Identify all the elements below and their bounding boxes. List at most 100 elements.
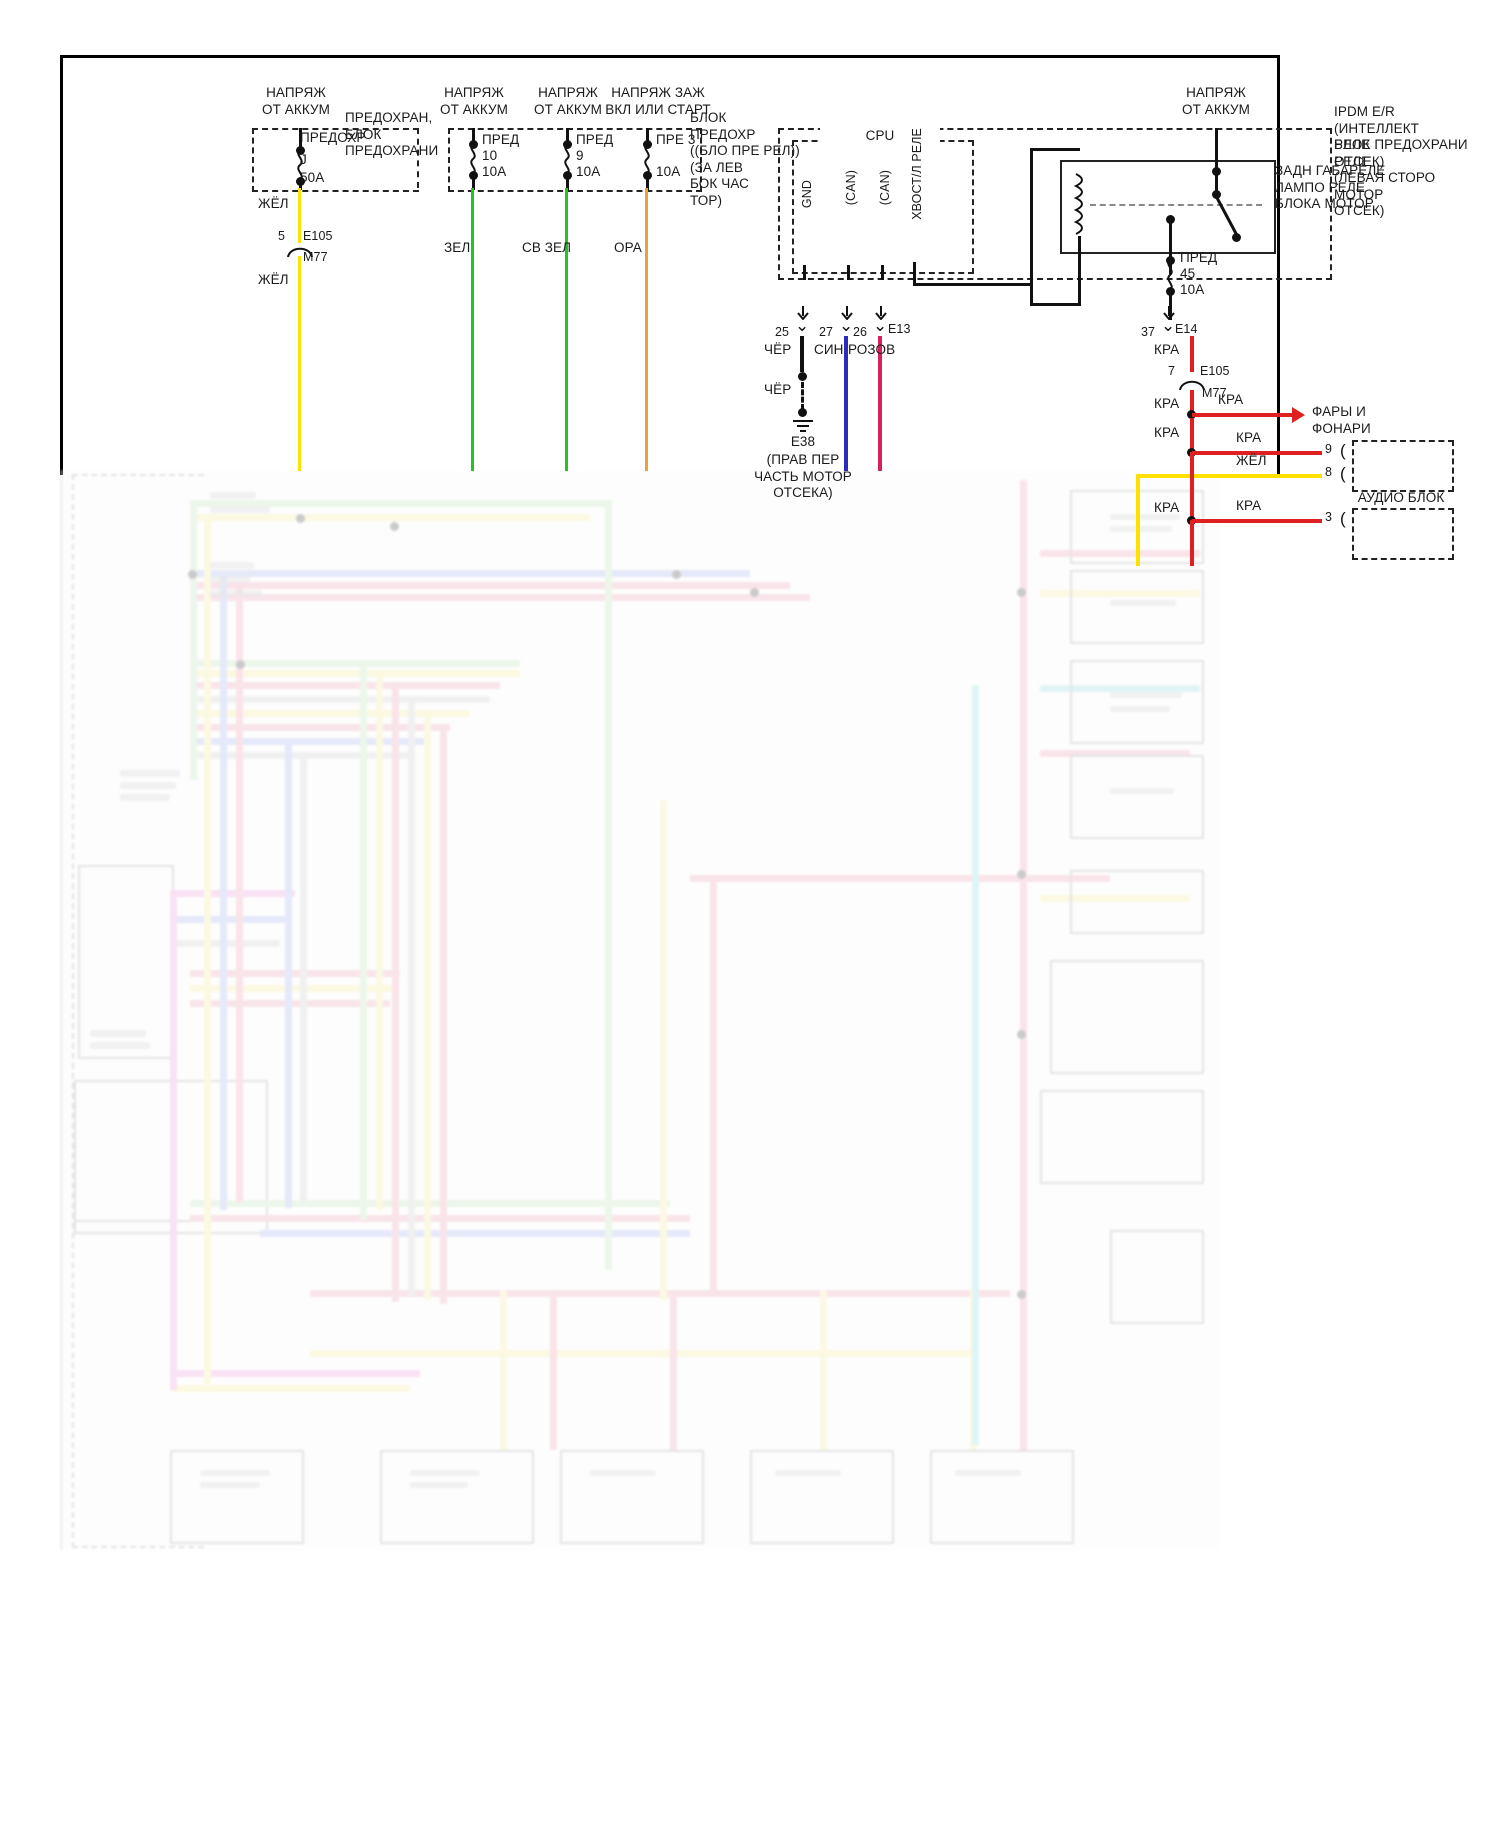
wire-cpu-gnd bbox=[803, 265, 806, 280]
wire-fuse-j-top bbox=[299, 128, 302, 150]
splice-connector-e105: E105 bbox=[303, 229, 333, 243]
frame-border-left bbox=[60, 55, 63, 475]
frame-border-top bbox=[60, 55, 1280, 58]
splice-pin-7: 7 bbox=[1168, 364, 1176, 378]
wire-relay-output bbox=[1169, 220, 1172, 274]
fuse-block-left-inner-label: ПРЕДОХР bbox=[300, 130, 366, 145]
arrow-pin-26 bbox=[875, 306, 887, 320]
battery-voltage-label-relay: НАПРЯЖ ОТ АККУМ bbox=[1181, 85, 1250, 117]
wire-red-trunk-1 bbox=[1190, 336, 1194, 372]
ipdm-label-overlay: РЕЛЕ ОТСЕК) bbox=[1334, 137, 1385, 169]
ground-terminal-dot bbox=[798, 408, 807, 417]
wire-cpu-can1 bbox=[847, 265, 850, 280]
fuse-9-id: 9 bbox=[576, 148, 584, 163]
wire-coil-bottom bbox=[1078, 236, 1081, 306]
splice-mate-m77-right: M77 bbox=[1202, 386, 1227, 400]
wire-color-label-kpa-3: КРА bbox=[1154, 425, 1180, 440]
ipdm-cpu-box bbox=[792, 140, 974, 274]
ipdm-label: IPDM E/R (ИНТЕЛЛЕКТ БЛОК ПРЕДОХРАНИ РЕЛЕ… bbox=[1334, 104, 1468, 218]
battery-voltage-label-left: НАПРЯЖ ОТ АККУМ bbox=[261, 85, 330, 117]
wire-color-label-lightgreen: СВ ЗЕЛ bbox=[522, 240, 572, 255]
splice-connector-e105-right: E105 bbox=[1200, 364, 1230, 378]
headlights-branch-junction bbox=[1187, 410, 1196, 419]
battery-voltage-label-f10: НАПРЯЖ ОТ АККУМ bbox=[439, 85, 508, 117]
fuse-3-rating: 10A bbox=[656, 164, 681, 179]
wire-red-trunk-5 bbox=[1190, 520, 1194, 566]
wire-color-label-black-2: ЧЁР bbox=[764, 382, 792, 397]
relay-feed-junction bbox=[1212, 167, 1221, 176]
wire-red-to-audio-pin9 bbox=[1192, 451, 1322, 455]
wire-tail-relay-up bbox=[1030, 148, 1033, 286]
wire-fuse-9-top bbox=[566, 128, 569, 144]
fuse-block-center-box bbox=[448, 128, 702, 192]
wire-red-trunk-3 bbox=[1190, 418, 1194, 454]
arrow-pin-25 bbox=[797, 306, 809, 320]
wire-color-label-kpa-2: КРА bbox=[1154, 396, 1180, 411]
ipdm-box bbox=[778, 128, 1332, 280]
fuse-j-rating: 50A bbox=[300, 170, 325, 185]
wire-black-ground-upper bbox=[800, 336, 804, 372]
ground-description: (ПРАВ ПЕР ЧАСТЬ МОТОР ОТСЕКА) bbox=[754, 452, 852, 500]
audio-block-label: АУДИО БЛОК bbox=[1357, 490, 1445, 505]
fuse-45-rating: 10A bbox=[1180, 282, 1205, 297]
pin-bracket-26: ⌄ bbox=[873, 316, 888, 335]
fuse-block-left-outer-label: ПРЕДОХРАН, БЛОК ПРЕДОХРАНИ bbox=[345, 110, 439, 158]
fuse-3-terminal-top bbox=[643, 140, 652, 149]
fuse-45-name: ПРЕД bbox=[1180, 250, 1218, 265]
arrow-pin-37 bbox=[1163, 306, 1175, 320]
fuse-j-terminal-top bbox=[296, 146, 305, 155]
ground-name: E38 bbox=[790, 434, 816, 449]
wire-color-label-orange: ОРА bbox=[614, 240, 642, 255]
headlights-arrow-icon bbox=[1292, 407, 1305, 423]
fuse-45-symbol bbox=[1163, 260, 1177, 290]
relay-divider bbox=[1090, 204, 1262, 206]
wire-yellow-left-upper bbox=[298, 188, 301, 243]
pin-bracket-27: ⌄ bbox=[839, 316, 854, 335]
relay-output-terminal bbox=[1166, 215, 1175, 224]
fuse-45-terminal-bottom bbox=[1166, 287, 1175, 296]
splice-e105-m77-right bbox=[1178, 377, 1206, 391]
tail-lamp-relay-label: ЗАДН ГАБАРЕЛЕ ЛАМПО РЕЛЕ БЛОКА МОТОР bbox=[1275, 163, 1386, 211]
wire-yellow-to-audio-pin8 bbox=[1139, 474, 1322, 478]
fuse-10-rating: 10A bbox=[482, 164, 507, 179]
wire-tail-relay-to-coil bbox=[1030, 148, 1080, 151]
wire-color-label-blue: СИН bbox=[814, 342, 844, 357]
wire-yellow-left-lower bbox=[298, 256, 301, 471]
headlights-branch-label: ФАРЫ И ФОНАРИ bbox=[1312, 404, 1371, 436]
connector-pin-27-number: 27 bbox=[819, 325, 834, 339]
battery-voltage-label-f9: НАПРЯЖ ОТ АККУМ bbox=[533, 85, 602, 117]
fuse-9-terminal-bottom bbox=[563, 171, 572, 180]
wire-lightgreen-f9 bbox=[565, 188, 568, 471]
audio-block-box bbox=[1352, 440, 1454, 492]
fuse-10-name: ПРЕД bbox=[482, 132, 520, 147]
fuse-block-left-box bbox=[252, 128, 419, 192]
fuse-45-terminal-top bbox=[1166, 256, 1175, 265]
wire-color-label-pink: РОЗОВ bbox=[848, 342, 896, 357]
splice-e105-m77-left bbox=[286, 244, 314, 258]
fuse-9-symbol bbox=[560, 144, 574, 174]
fuse-9-terminal-top bbox=[563, 140, 572, 149]
pin3-target-box bbox=[1352, 508, 1454, 560]
wire-fuse-10-bottom bbox=[472, 176, 475, 190]
audio-pin-9-number: 9 bbox=[1325, 442, 1333, 456]
ground-symbol bbox=[790, 418, 816, 434]
fuse-9-name: ПРЕД bbox=[576, 132, 614, 147]
wire-fuse-45-out bbox=[1169, 292, 1172, 320]
cpu-pin-can1-label: (CAN) bbox=[844, 170, 858, 206]
cpu-label: CPU bbox=[820, 128, 940, 145]
fuse-3-terminal-bottom bbox=[643, 171, 652, 180]
wire-orange-f3 bbox=[645, 188, 648, 471]
wire-color-label-kpa-headlights: КРА bbox=[1218, 392, 1244, 407]
connector-pin-25-number: 25 bbox=[775, 325, 790, 339]
audio-pin-9-bracket: ( bbox=[1340, 441, 1346, 460]
cpu-pin-gnd-label: GND bbox=[800, 180, 814, 209]
audio-pin-8-number: 8 bbox=[1325, 465, 1333, 479]
wire-relay-feed-down bbox=[1215, 172, 1218, 194]
wire-fuse-10-top bbox=[472, 128, 475, 144]
wire-tail-relay-right bbox=[913, 283, 1033, 286]
wire-red-to-pin3 bbox=[1192, 519, 1322, 523]
fuse-45-id: 45 bbox=[1180, 266, 1196, 281]
wire-fuse-j-bottom bbox=[299, 182, 302, 190]
fuse-10-symbol bbox=[466, 144, 480, 174]
